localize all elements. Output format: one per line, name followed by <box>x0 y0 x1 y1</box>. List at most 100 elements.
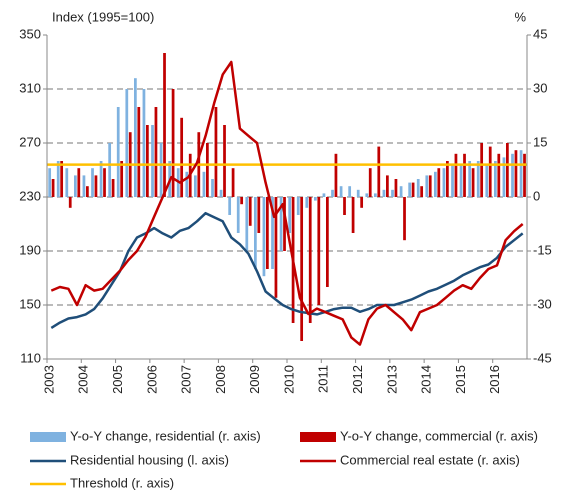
bar <box>228 197 232 215</box>
bar <box>494 161 497 197</box>
bar <box>56 161 60 197</box>
x-tick-label: 2005 <box>110 365 125 394</box>
bar <box>382 189 386 197</box>
bar <box>476 161 480 197</box>
bar <box>416 179 420 197</box>
bar <box>459 164 463 197</box>
bar <box>248 197 252 226</box>
bar <box>219 189 223 197</box>
bar <box>305 197 309 208</box>
y2-tick-label: -15 <box>533 242 552 257</box>
bar <box>206 143 209 197</box>
y2-axis-title: % <box>514 9 526 24</box>
bar <box>454 153 458 197</box>
y-tick-label: 350 <box>19 26 41 41</box>
bar <box>185 171 189 197</box>
bar <box>386 175 389 197</box>
bar <box>308 197 312 323</box>
bar <box>163 53 166 197</box>
bar <box>274 197 278 298</box>
bar <box>356 189 360 197</box>
bar <box>296 197 300 215</box>
bar <box>374 193 377 197</box>
y-tick-label: 230 <box>19 188 41 203</box>
bar <box>108 143 112 197</box>
bar <box>391 189 394 197</box>
bar <box>480 143 484 197</box>
x-tick-label: 2009 <box>247 365 262 394</box>
bar <box>68 197 72 208</box>
bar <box>463 153 466 197</box>
bar <box>428 175 432 197</box>
bar <box>314 197 317 201</box>
bar <box>60 161 64 197</box>
bar <box>502 157 506 197</box>
bar <box>523 153 526 197</box>
legend-label: Residential housing (l. axis) <box>70 452 229 467</box>
bar <box>403 197 406 241</box>
bar <box>339 186 343 197</box>
x-tick-label: 2015 <box>453 365 468 394</box>
y-tick-label: 190 <box>19 242 41 257</box>
y2-tick-label: 45 <box>533 26 547 41</box>
bar <box>159 143 163 197</box>
bar <box>360 197 364 208</box>
bar <box>488 146 492 197</box>
y2-tick-label: 15 <box>533 134 547 149</box>
legend-label: Commercial real estate (r. axis) <box>340 452 520 467</box>
bar <box>86 186 89 197</box>
bar <box>451 164 454 197</box>
bar <box>377 146 381 197</box>
bar <box>279 197 283 251</box>
x-tick-label: 2003 <box>41 365 56 394</box>
bar <box>343 197 346 215</box>
bar <box>254 197 257 269</box>
legend-swatch <box>300 432 336 442</box>
bar <box>300 197 304 341</box>
x-tick-label: 2004 <box>76 365 91 394</box>
y2-tick-label: 30 <box>533 80 547 95</box>
bar <box>399 186 403 197</box>
bar <box>51 179 55 197</box>
legend-label: Y-o-Y change, residential (r. axis) <box>70 428 261 443</box>
bar <box>137 107 141 197</box>
x-tick-label: 2007 <box>179 365 194 394</box>
bar <box>411 182 415 197</box>
bar <box>74 175 77 197</box>
y2-tick-label: -30 <box>533 296 552 311</box>
bar <box>91 168 94 197</box>
bar <box>468 161 472 197</box>
line-series <box>50 60 524 346</box>
x-tick-label: 2008 <box>213 365 228 394</box>
legend-label: Threshold (r. axis) <box>70 475 174 490</box>
bar <box>271 197 274 269</box>
bar <box>77 168 81 197</box>
bar <box>334 153 338 197</box>
y2-tick-label: -45 <box>533 350 552 365</box>
bar <box>180 117 184 197</box>
bar <box>223 125 226 197</box>
bar <box>437 168 441 197</box>
bar <box>425 175 429 197</box>
bar <box>408 182 412 197</box>
bar <box>497 153 501 197</box>
bar <box>442 168 446 197</box>
bar <box>103 168 106 197</box>
bar <box>116 107 120 197</box>
bar <box>365 193 369 197</box>
bar <box>283 197 286 251</box>
bar <box>142 89 146 197</box>
bar <box>506 143 509 197</box>
bar <box>317 197 321 305</box>
bar <box>211 179 214 197</box>
bar <box>351 197 355 233</box>
bar <box>471 168 475 197</box>
bar <box>434 171 437 197</box>
bar <box>394 179 398 197</box>
bar <box>485 164 489 197</box>
bar <box>326 197 329 287</box>
bar <box>146 125 149 197</box>
bar <box>245 197 249 251</box>
y-tick-label: 310 <box>19 80 41 95</box>
